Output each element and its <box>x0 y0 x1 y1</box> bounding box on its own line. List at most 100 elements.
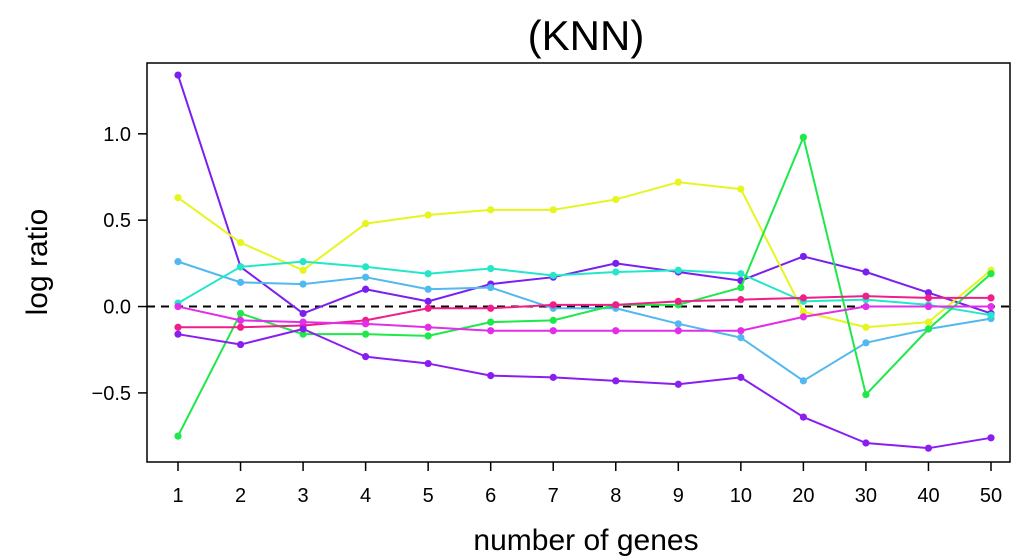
x-tick-label: 50 <box>980 485 1002 507</box>
series-1 <box>174 71 995 318</box>
data-point <box>862 439 870 447</box>
data-point <box>924 302 933 311</box>
y-axis-label: log ratio <box>21 209 54 316</box>
x-tick-label: 5 <box>423 485 434 507</box>
x-tick-label: 1 <box>172 485 183 507</box>
data-point <box>612 301 620 309</box>
x-tick-label: 10 <box>730 485 752 507</box>
y-tick-label: −0.5 <box>92 383 131 405</box>
x-tick-label: 3 <box>298 485 309 507</box>
data-point <box>424 285 432 293</box>
x-tick-label: 40 <box>917 485 939 507</box>
data-point <box>174 194 182 202</box>
data-point <box>299 258 307 266</box>
x-tick-label: 8 <box>610 485 621 507</box>
data-point <box>924 289 933 297</box>
data-point <box>236 239 245 247</box>
data-point <box>236 316 245 324</box>
data-point <box>549 271 557 280</box>
data-point <box>674 380 682 388</box>
series-group <box>174 71 995 452</box>
x-tick-label: 30 <box>855 485 877 507</box>
data-point <box>612 259 620 267</box>
series-line <box>177 136 992 437</box>
data-point <box>799 294 807 302</box>
data-point <box>549 327 557 335</box>
series-7 <box>174 302 995 335</box>
data-point <box>487 264 495 273</box>
data-point <box>487 318 495 326</box>
data-point <box>424 304 432 312</box>
data-point <box>737 327 745 335</box>
data-point <box>674 178 682 186</box>
data-point <box>674 266 682 274</box>
data-point <box>236 263 245 271</box>
data-point <box>987 434 995 442</box>
data-point <box>424 359 432 368</box>
data-point <box>487 327 495 335</box>
data-point <box>799 133 807 141</box>
data-point <box>174 330 182 338</box>
data-point <box>299 318 307 326</box>
data-point <box>487 283 495 292</box>
data-point <box>737 283 745 292</box>
data-point <box>862 323 870 331</box>
y-tick-label: 1.0 <box>103 124 131 146</box>
series-line <box>177 74 992 315</box>
y-axis: −0.5 0.0 0.5 1.0 <box>92 124 147 405</box>
data-point <box>862 268 870 276</box>
series-8 <box>174 325 995 452</box>
x-tick-label: 9 <box>673 485 684 507</box>
x-tick-label: 20 <box>792 485 814 507</box>
data-point <box>924 444 933 452</box>
data-point <box>737 296 745 304</box>
plot-frame <box>146 62 1011 463</box>
data-point <box>362 220 370 228</box>
x-axis-label: number of genes <box>473 524 698 557</box>
data-point <box>549 301 557 309</box>
data-point <box>236 340 245 349</box>
data-point <box>674 327 682 335</box>
data-point <box>862 302 870 311</box>
data-point <box>424 270 432 278</box>
data-point <box>737 373 745 381</box>
data-point <box>549 206 557 214</box>
y-tick-label: 0.0 <box>103 297 131 319</box>
data-point <box>549 373 557 381</box>
data-point <box>174 432 182 440</box>
data-point <box>487 206 495 214</box>
data-point <box>737 185 745 193</box>
data-point <box>612 268 620 276</box>
data-point <box>799 377 807 385</box>
data-point <box>174 323 182 331</box>
data-point <box>424 323 432 331</box>
data-point <box>924 325 933 333</box>
data-point <box>987 294 995 302</box>
data-point <box>424 332 432 340</box>
data-point <box>987 270 995 278</box>
data-point <box>487 372 495 380</box>
data-point <box>424 211 432 219</box>
data-point <box>799 313 807 321</box>
data-point <box>612 327 620 335</box>
data-point <box>674 320 682 328</box>
data-point <box>299 330 307 338</box>
data-point <box>174 302 182 311</box>
y-tick-label: 0.5 <box>103 210 131 232</box>
x-axis: 1 2 3 4 5 6 7 8 9 10 20 30 40 50 <box>172 462 1002 507</box>
data-point <box>236 309 245 318</box>
data-point <box>862 391 870 399</box>
data-point <box>799 252 807 261</box>
x-tick-label: 2 <box>235 485 246 507</box>
series-5 <box>174 133 995 440</box>
data-point <box>236 278 245 286</box>
data-point <box>799 413 807 421</box>
data-point <box>299 325 307 333</box>
series-line <box>177 260 992 317</box>
x-tick-label: 6 <box>485 485 496 507</box>
data-point <box>612 195 620 204</box>
series-6 <box>174 292 995 331</box>
data-point <box>487 304 495 312</box>
chart-title: (KNN) <box>528 12 645 59</box>
data-point <box>362 353 370 361</box>
